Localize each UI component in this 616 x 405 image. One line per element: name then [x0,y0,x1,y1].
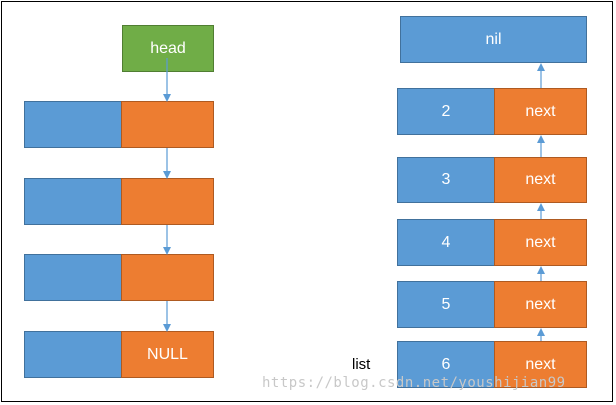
right-node-1-value-text: 2 [441,102,451,120]
right-node-3-pointer: next [494,219,587,266]
right-node-5-value: 6 [397,341,495,388]
right-node-5-pointer-text: next [525,355,556,373]
right-node-2-value-text: 3 [441,171,451,188]
right-node-5-value-text: 6 [441,355,451,373]
right-node-4-pointer-text: next [525,295,556,313]
right-node-3-pointer-text: next [525,233,556,251]
list-label: list [352,356,371,373]
right-node-1-value: 2 [397,88,495,135]
right-node-2-pointer: next [494,157,587,203]
left-node-2-pointer [121,178,214,225]
right-node-2-pointer-text: next [525,171,556,188]
right-node-3-value-text: 4 [441,233,451,251]
right-node-1-pointer: next [494,88,587,135]
nil-box: nil [400,16,587,63]
head-box: head [122,25,214,72]
right-node-4-value: 5 [397,281,495,328]
left-node-1-value [24,101,122,148]
right-node-2-value: 3 [397,157,495,203]
left-node-1-pointer [121,101,214,148]
left-node-2-value [24,178,122,225]
left-node-4-value [24,331,122,378]
head-label: head [150,39,186,57]
nil-label: nil [485,30,502,48]
right-node-5-pointer: next [494,341,587,388]
right-node-4-value-text: 5 [441,295,451,313]
watermark-text: https://blog.csdn.net/youshijian99 [262,375,566,391]
right-node-4-pointer: next [494,281,587,328]
right-node-1-pointer-text: next [525,102,556,120]
left-node-3-value [24,254,122,301]
left-node-4-pointer-text: NULL [147,345,188,363]
